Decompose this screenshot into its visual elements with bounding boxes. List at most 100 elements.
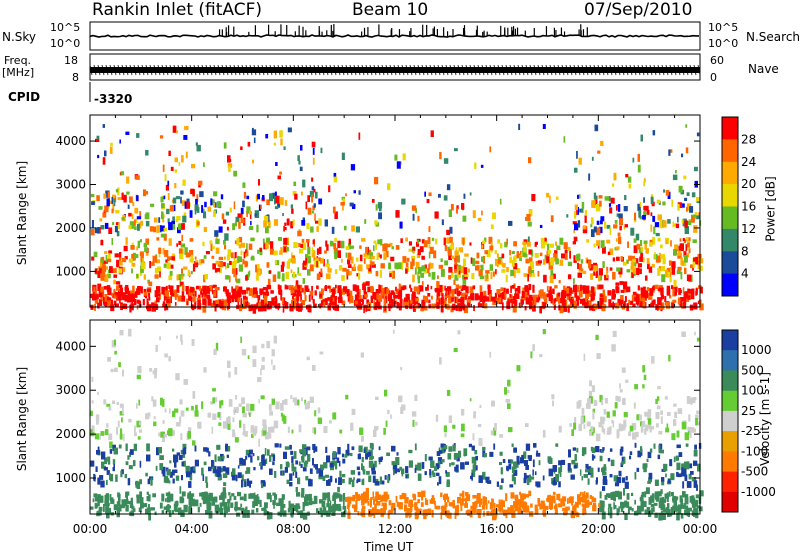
echo-cell <box>593 265 598 272</box>
nave-mark <box>501 64 505 76</box>
echo-cell <box>478 268 483 277</box>
echo-cell <box>301 488 305 494</box>
echo-cell <box>452 502 455 509</box>
echo-cell <box>331 508 336 516</box>
echo-cell <box>527 221 532 227</box>
echo-cell <box>358 190 361 195</box>
noise-tick-top-right: 10^5 <box>708 21 739 34</box>
echo-cell <box>542 430 546 438</box>
nave-mark <box>165 64 169 76</box>
echo-cell <box>224 233 229 241</box>
echo-cell <box>634 472 637 480</box>
echo-cell <box>601 449 603 453</box>
echo-cell <box>485 503 488 510</box>
echo-cell <box>101 451 106 460</box>
echo-cell <box>138 507 142 512</box>
echo-cell <box>665 190 670 196</box>
echo-cell <box>255 194 258 202</box>
echo-cell <box>397 468 400 473</box>
echo-cell <box>411 205 417 211</box>
echo-cell <box>169 205 174 212</box>
echo-cell <box>218 507 221 512</box>
echo-cell <box>212 388 216 392</box>
echo-cell <box>660 449 664 454</box>
nave-mark <box>397 64 401 76</box>
echo-cell <box>619 272 622 278</box>
echo-cell <box>440 304 444 313</box>
echo-cell <box>101 262 106 270</box>
echo-cell <box>636 243 641 250</box>
echo-cell <box>208 492 213 501</box>
echo-cell <box>138 300 142 308</box>
echo-cell <box>181 295 186 302</box>
echo-cell <box>147 412 151 417</box>
echo-cell <box>696 421 701 426</box>
echo-cell <box>421 265 426 272</box>
echo-cell <box>440 492 443 498</box>
echo-cell <box>599 297 604 304</box>
echo-cell <box>296 294 300 301</box>
echo-cell <box>623 456 626 464</box>
echo-cell <box>461 408 465 416</box>
echo-cell <box>399 288 402 294</box>
echo-cell <box>242 412 247 418</box>
ytick-label: 3000 <box>55 178 86 192</box>
echo-cell <box>358 132 361 140</box>
echo-cell <box>284 466 288 473</box>
echo-cell <box>468 443 472 448</box>
echo-cell <box>320 147 323 154</box>
nave-mark <box>661 64 665 76</box>
echo-cell <box>686 206 688 212</box>
echo-cell <box>628 255 632 261</box>
echo-cell <box>225 443 228 449</box>
echo-cell <box>235 259 238 264</box>
echo-cell <box>451 297 454 302</box>
echo-cell <box>667 503 670 511</box>
echo-cell <box>117 420 120 428</box>
echo-cell <box>167 495 170 500</box>
echo-cell <box>195 142 198 146</box>
echo-cell <box>437 460 441 468</box>
echo-cell <box>507 379 511 387</box>
echo-cell <box>516 455 520 462</box>
echo-cell <box>127 204 130 209</box>
echo-cell <box>269 270 272 274</box>
echo-cell <box>493 427 497 436</box>
echo-cell <box>112 195 117 203</box>
echo-cell <box>355 492 358 500</box>
echo-cell <box>297 505 301 509</box>
echo-cell <box>232 260 237 268</box>
nave-mark <box>89 64 93 76</box>
echo-cell <box>531 300 534 309</box>
echo-cell <box>150 507 155 511</box>
echo-cell <box>607 251 611 256</box>
echo-cell <box>383 291 388 297</box>
echo-cell <box>482 301 485 308</box>
echo-cell <box>532 272 535 277</box>
echo-cell <box>305 460 309 464</box>
echo-cell <box>262 238 265 244</box>
echo-cell <box>183 504 188 513</box>
echo-cell <box>313 304 317 308</box>
echo-cell <box>554 508 558 514</box>
echo-cell <box>675 223 680 229</box>
echo-cell <box>644 428 647 435</box>
echo-cell <box>673 501 676 510</box>
echo-cell <box>159 502 163 509</box>
echo-cell <box>172 478 175 484</box>
echo-cell <box>313 445 315 453</box>
echo-cell <box>154 274 159 279</box>
echo-cell <box>140 502 144 509</box>
echo-cell <box>279 130 283 138</box>
echo-cell <box>401 492 405 499</box>
echo-cell <box>311 210 315 214</box>
echo-cell <box>526 214 531 222</box>
echo-cell <box>362 283 366 290</box>
echo-cell <box>298 424 302 433</box>
echo-cell <box>365 306 368 312</box>
echo-cell <box>448 209 452 217</box>
echo-cell <box>286 462 290 468</box>
echo-cell <box>222 466 226 472</box>
echo-cell <box>576 300 580 306</box>
echo-cell <box>376 501 379 505</box>
